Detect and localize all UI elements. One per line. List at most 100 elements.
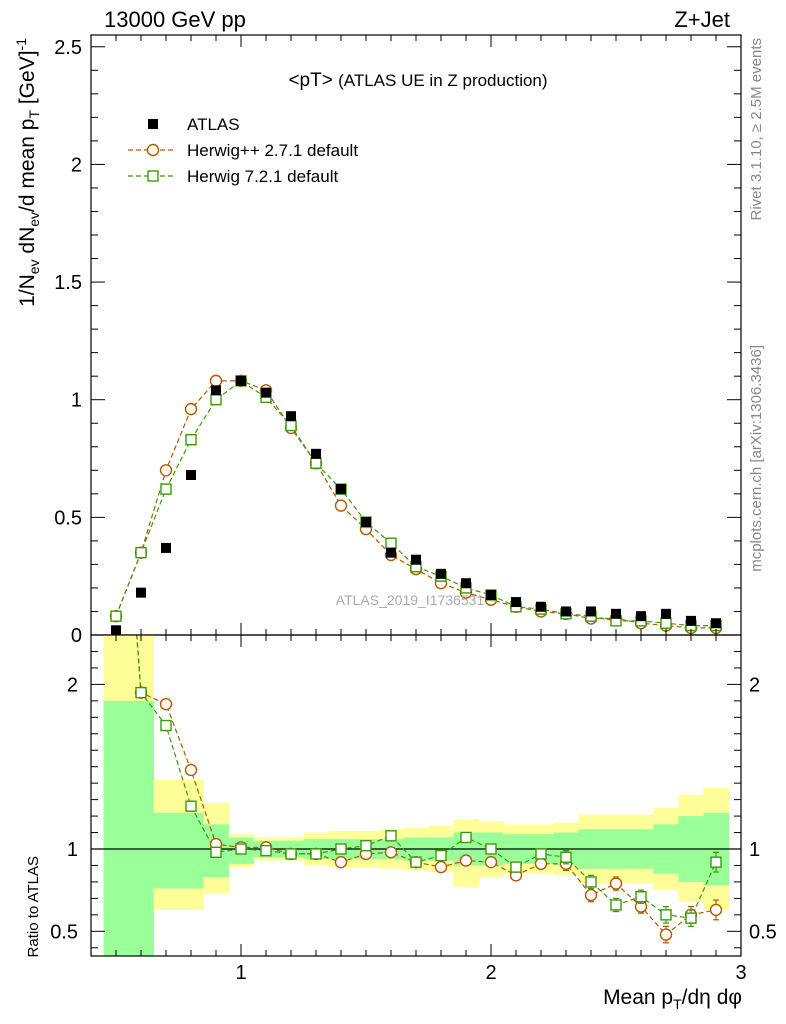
series-line xyxy=(115,380,716,627)
legend-label: Herwig 7.2.1 default xyxy=(187,167,338,186)
data-point xyxy=(336,484,346,495)
legend-label: ATLAS xyxy=(187,115,240,134)
y-tick-label: 0.5 xyxy=(54,507,82,529)
ratio-point xyxy=(111,350,121,360)
ratio-point xyxy=(185,800,197,812)
x-tick-label: 3 xyxy=(735,962,746,984)
x-tick-label: 1 xyxy=(235,962,246,984)
ratio-point xyxy=(584,888,598,902)
mc-point xyxy=(184,402,198,416)
mc-point xyxy=(160,483,172,495)
band-inner xyxy=(178,812,204,889)
data-point xyxy=(186,470,196,480)
ratio-point xyxy=(159,697,173,711)
rivet-label: Rivet 3.1.10, ≥ 2.5M events xyxy=(748,38,765,221)
ratio-plot-area xyxy=(91,350,741,944)
band-inner xyxy=(128,700,154,956)
ratio-point xyxy=(635,891,647,903)
data-point xyxy=(511,597,521,608)
x-axis-label: Mean pT/dη dφ xyxy=(603,986,742,1012)
y-tick-label: 2 xyxy=(71,154,82,176)
ratio-point xyxy=(560,851,572,863)
ratio-uncertainty-bands xyxy=(103,635,729,956)
data-point xyxy=(361,517,371,528)
watermark-label: ATLAS_2019_I1736531 xyxy=(336,592,485,608)
data-point xyxy=(236,375,246,386)
ratio-point xyxy=(285,848,297,860)
ratio-point xyxy=(535,848,547,860)
ratio-point xyxy=(210,846,222,858)
y-axis-label-ratio: Ratio to ATLAS xyxy=(25,856,42,957)
data-point xyxy=(211,385,221,396)
data-point xyxy=(561,606,571,617)
mc-point xyxy=(209,374,223,388)
ratio-point xyxy=(260,844,272,857)
mc-point xyxy=(310,457,322,469)
main-plot-area xyxy=(109,374,723,635)
data-point xyxy=(311,448,321,459)
ratio-y-tick-label: 0.5 xyxy=(50,921,78,943)
legend-marker xyxy=(146,143,160,157)
ratio-point xyxy=(385,830,397,842)
legend: ATLAS Herwig++ 2.7.1 default Herwig 7.2.1 … xyxy=(128,115,358,186)
y-axis-label-main: 1/Nev dNev/d mean pT [GeV]-1 xyxy=(13,38,42,307)
plot-title: <pT> (ATLAS UE in Z production) xyxy=(288,70,547,91)
data-point xyxy=(436,568,446,579)
ratio-point xyxy=(459,854,473,867)
ratio-point xyxy=(484,855,498,869)
mc-point xyxy=(660,617,672,629)
mc-point xyxy=(210,394,222,406)
ratio-point xyxy=(111,350,122,361)
ratio-point xyxy=(659,928,673,941)
ratio-point xyxy=(660,909,672,921)
ratio-point xyxy=(160,719,172,732)
mc-point xyxy=(110,610,122,622)
ratio-point xyxy=(135,686,147,699)
ratio-axes: 1 2 30.5 0.51 12 2 xyxy=(50,634,777,984)
ratio-point xyxy=(510,861,522,873)
series-line xyxy=(115,380,716,629)
data-point xyxy=(586,606,596,617)
ratio-point xyxy=(710,856,722,868)
data-point xyxy=(661,608,671,619)
data-point xyxy=(161,542,171,553)
band-inner xyxy=(153,812,179,889)
y-tick-label: 1.5 xyxy=(54,272,82,294)
ratio-y-tick-label-right: 0.5 xyxy=(749,921,777,943)
ratio-point xyxy=(410,856,422,868)
legend-label: Herwig++ 2.7.1 default xyxy=(187,141,358,160)
mc-point xyxy=(159,464,173,477)
ratio-point xyxy=(585,876,597,888)
ratio-point xyxy=(360,840,372,852)
data-point xyxy=(461,578,471,589)
data-point xyxy=(136,587,146,598)
data-point xyxy=(286,411,296,422)
header-left-label: 13000 GeV pp xyxy=(104,7,246,32)
mc-point xyxy=(135,546,147,559)
ratio-point xyxy=(485,843,497,855)
data-point xyxy=(411,554,421,565)
y-tick-label: 0 xyxy=(71,625,82,647)
ratio-point xyxy=(709,903,723,917)
data-point xyxy=(636,611,646,622)
data-point xyxy=(536,601,546,612)
legend-marker xyxy=(147,170,159,182)
y-tick-label: 1 xyxy=(71,390,82,412)
ratio-point xyxy=(335,843,347,855)
y-tick-label: 2.5 xyxy=(54,37,82,59)
mc-point xyxy=(185,434,197,446)
ratio-point xyxy=(334,855,348,869)
ratio-point xyxy=(435,849,447,862)
ratio-point xyxy=(534,857,548,871)
ratio-point xyxy=(685,912,697,924)
ratio-y-tick-label: 1 xyxy=(67,839,78,861)
ratio-point xyxy=(235,843,247,855)
ratio-point xyxy=(609,877,623,890)
data-point xyxy=(386,547,396,558)
x-tick-label: 2 xyxy=(485,962,496,984)
mc-point xyxy=(285,419,297,432)
ratio-y-tick-label-right: 2 xyxy=(749,674,760,696)
data-point xyxy=(611,608,621,619)
header-right-label: Z+Jet xyxy=(674,7,730,32)
